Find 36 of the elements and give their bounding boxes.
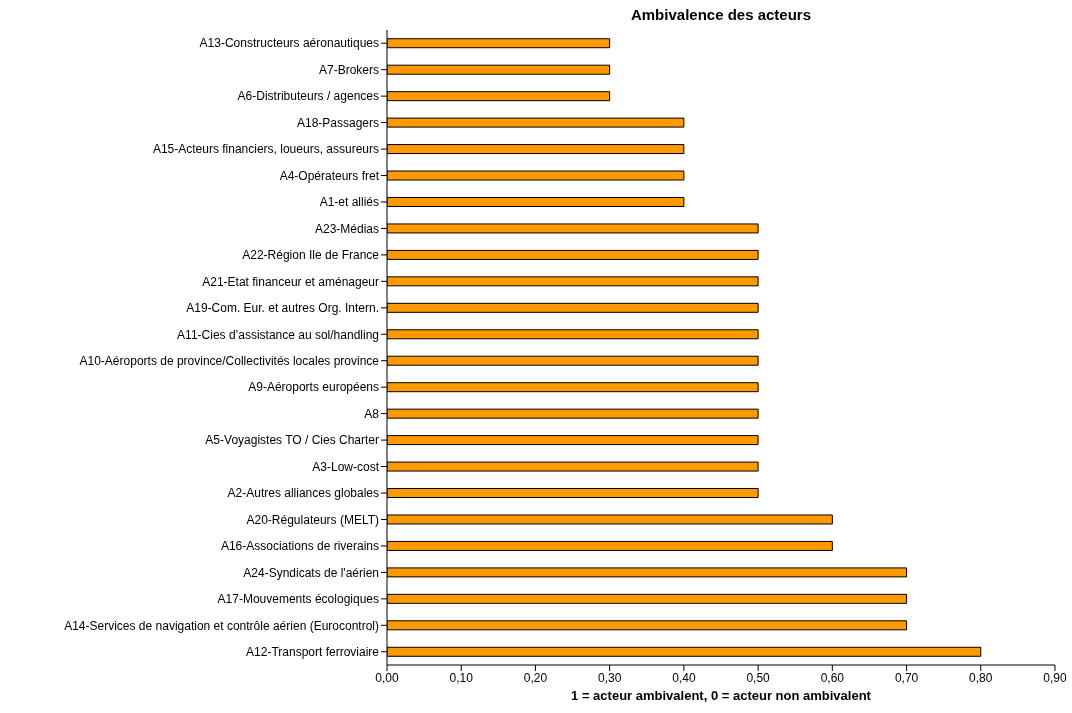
x-tick-label: 0,30 [597,670,622,685]
y-tick-label: A18-Passagers [296,115,379,130]
y-tick-label: A3-Low-cost [312,459,380,474]
y-tick-label: A23-Médias [314,221,379,236]
y-tick-label: A19-Com. Eur. et autres Org. Intern. [186,301,379,316]
y-tick-label: A21-Etat financeur et aménageur [202,274,379,289]
y-tick-label: A13-Constructeurs aéronautiques [199,36,379,51]
y-tick-label: A5-Voyagistes TO / Cies Charter [205,433,379,448]
x-tick-label: 0,40 [672,670,696,685]
x-tick-label: 0,60 [820,670,845,685]
x-tick-label: 0,80 [969,670,993,685]
y-tick-label: A4-Opérateurs fret [279,168,380,183]
x-tick-label: 0,90 [1043,670,1067,685]
x-tick-label: 0,10 [449,670,474,685]
x-tick-label: 0,00 [375,670,399,685]
y-tick-label: A22-Région Ile de France [242,248,380,263]
y-tick-label: A8 [364,406,380,421]
y-tick-label: A6-Distributeurs / agences [237,89,379,104]
y-tick-label: A14-Services de navigation et contrôle aérien (Eurocontrol) [64,618,379,633]
y-tick-label: A11-Cies d’assistance au sol/handling [177,327,379,342]
y-tick-label: A24-Syndicats de l'aérien [243,565,379,580]
x-tick-label: 0,50 [746,670,771,685]
y-tick-label: A1-et alliés [319,195,379,210]
y-tick-label: A2-Autres alliances globales [227,486,379,501]
chart-title: Ambivalence des acteurs [629,6,813,23]
x-axis-title: 1 = acteur ambivalent, 0 = acteur non ambivalent [570,688,872,703]
y-tick-label: A7-Brokers [318,62,379,77]
y-tick-label: A20-Régulateurs (MELT) [246,512,379,527]
y-tick-label: A12-Transport ferroviaire [246,645,380,660]
y-tick-label: A16-Associations de riverains [220,539,379,554]
y-tick-label: A10-Aéroports de province/Collectivités locales province [79,353,380,368]
x-tick-label: 0,20 [523,670,548,685]
y-tick-label: A9-Aéroports européens [248,380,379,395]
y-tick-label: A15-Acteurs financiers, loueurs, assureurs [152,142,379,157]
y-tick-label: A17-Mouvements écologiques [217,592,379,607]
x-tick-label: 0,70 [894,670,919,685]
